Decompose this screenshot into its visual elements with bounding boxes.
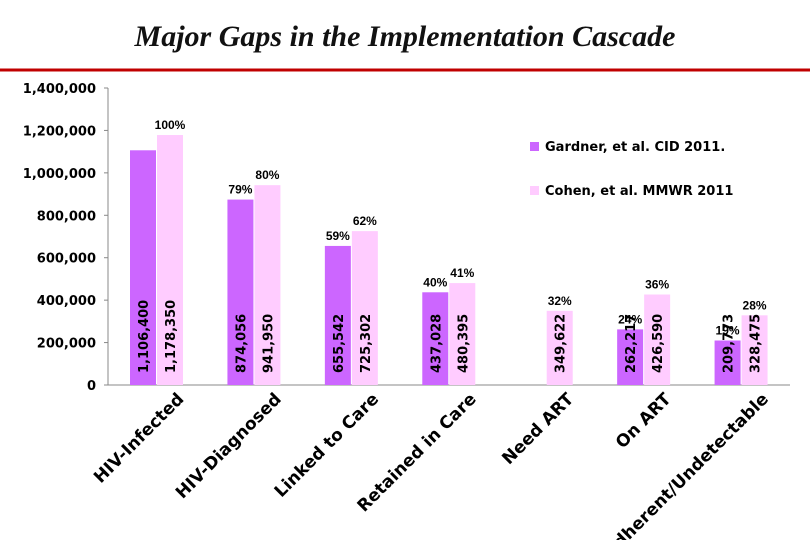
y-tick-label: 1,200,000 bbox=[23, 124, 96, 139]
category-label: HIV-Diagnosed bbox=[172, 389, 286, 503]
chart-title: Major Gaps in the Implementation Cascade bbox=[134, 20, 676, 53]
bar bbox=[351, 231, 378, 385]
legend-label: Gardner, et al. CID 2011. bbox=[545, 140, 725, 155]
bar-percent-label: 19% bbox=[716, 323, 740, 337]
legend: Gardner, et al. CID 2011. Cohen, et al. M… bbox=[530, 140, 733, 199]
bars bbox=[130, 135, 768, 385]
y-tick-label: 800,000 bbox=[37, 209, 96, 224]
y-tick-label: 1,000,000 bbox=[23, 167, 96, 182]
bar-percent-label: 59% bbox=[326, 229, 350, 243]
bar-value-label: 480,395 bbox=[456, 314, 471, 373]
legend-swatch bbox=[530, 186, 539, 195]
y-tick-labels: 0 200,000 400,000 600,000 800,000 1,000,000 1,… bbox=[23, 82, 108, 394]
bar-percent-label: 40% bbox=[423, 275, 447, 289]
bar-value-label: 725,302 bbox=[359, 314, 374, 373]
bar bbox=[449, 283, 476, 385]
bar-percent-label: 36% bbox=[645, 278, 669, 292]
bar bbox=[157, 135, 183, 385]
legend-swatch bbox=[530, 142, 539, 151]
legend-label: Cohen, et al. MMWR 2011 bbox=[545, 184, 733, 199]
bar bbox=[617, 329, 644, 385]
bar-value-label: 941,950 bbox=[261, 314, 276, 373]
y-tick-label: 600,000 bbox=[37, 252, 96, 267]
category-label: HIV-Infected bbox=[90, 389, 188, 487]
bar-value-label: 437,028 bbox=[429, 314, 444, 373]
bar-value-label: 655,542 bbox=[332, 314, 347, 373]
y-tick-label: 0 bbox=[87, 379, 96, 394]
bar-percent-label: 79% bbox=[228, 183, 252, 197]
bar bbox=[714, 340, 741, 385]
y-tick-label: 1,400,000 bbox=[23, 82, 96, 97]
y-tick-label: 400,000 bbox=[37, 294, 96, 309]
bar-percent-label: 80% bbox=[255, 168, 279, 182]
bar-percent-label: 32% bbox=[548, 294, 572, 308]
category-label: Need ART bbox=[498, 389, 578, 469]
category-label: Adherent/Undetectable bbox=[600, 389, 772, 540]
bar bbox=[324, 245, 351, 385]
bar-percent-label: 100% bbox=[155, 118, 186, 132]
bar bbox=[227, 199, 254, 385]
bar-value-label: 262,217 bbox=[624, 314, 639, 373]
bar-value-label: 1,178,350 bbox=[164, 300, 179, 373]
bar bbox=[254, 185, 281, 385]
category-label: Linked to Care bbox=[271, 389, 383, 501]
bar bbox=[741, 315, 768, 385]
bar-percent-label: 62% bbox=[353, 214, 377, 228]
bar-percent-label: 28% bbox=[743, 298, 767, 312]
bar bbox=[546, 310, 573, 385]
bar-value-label: 1,106,400 bbox=[137, 300, 152, 373]
category-label: On ART bbox=[612, 389, 676, 453]
bar-percent-label: 24% bbox=[618, 312, 642, 326]
bar bbox=[644, 294, 671, 385]
y-tick-label: 200,000 bbox=[37, 337, 96, 352]
bar-value-label: 874,056 bbox=[234, 314, 249, 373]
bar-value-label: 349,622 bbox=[554, 314, 569, 373]
bar-value-label: 426,590 bbox=[651, 314, 666, 373]
bar-labels: 1,106,400 1,178,350 100% 874,056 79% 941,950 8… bbox=[137, 118, 767, 373]
bar-value-label: 328,475 bbox=[749, 314, 764, 373]
bar-value-label: 209,773 bbox=[722, 314, 737, 373]
bar bbox=[422, 292, 449, 385]
bar-percent-label: 41% bbox=[450, 266, 474, 280]
bar bbox=[130, 150, 156, 385]
